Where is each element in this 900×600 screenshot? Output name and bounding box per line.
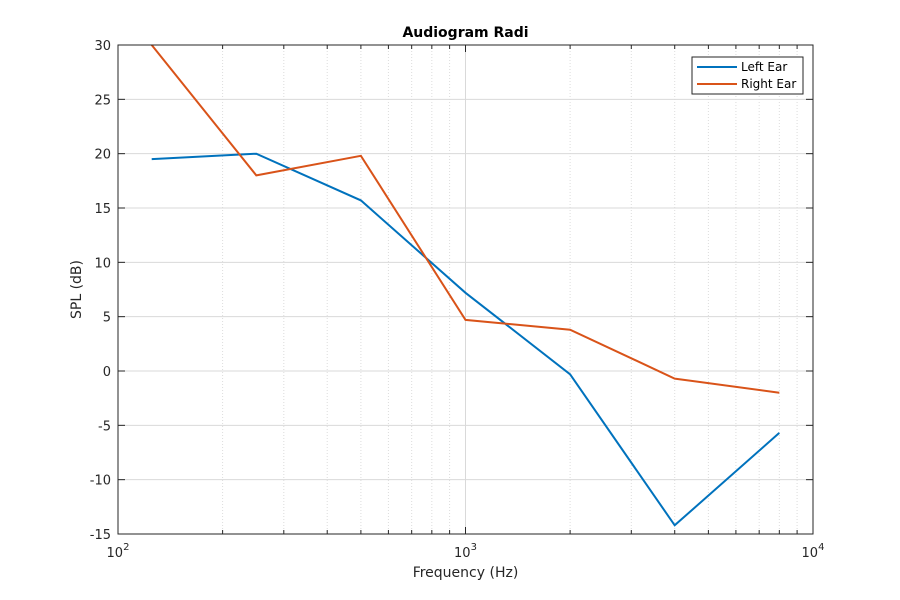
- legend: Left Ear Right Ear: [691, 56, 804, 95]
- minor-grid: [222, 45, 798, 534]
- y-tick-label: 0: [103, 365, 111, 380]
- y-tick-label: 5: [103, 311, 111, 326]
- legend-entry-label: Left Ear: [741, 60, 787, 74]
- y-tick-label: 10: [94, 256, 111, 271]
- x-tick-label: 103: [454, 542, 477, 561]
- y-tick-label: 15: [94, 202, 111, 217]
- series-line-left-ear: [151, 152, 780, 527]
- y-tick-label: -5: [98, 419, 111, 434]
- legend-box: [691, 56, 804, 95]
- y-axis-label: SPL (dB): [69, 260, 85, 319]
- axis-ticks: [117, 44, 814, 535]
- y-tick-label: 30: [94, 39, 111, 54]
- y-tick-label: 25: [94, 93, 111, 108]
- x-tick-label: 102: [107, 542, 130, 561]
- x-tick-label: 104: [802, 542, 825, 561]
- chart-title: Audiogram Radi: [402, 25, 528, 41]
- series-line-right-ear: [150, 44, 780, 394]
- y-tick-label: -15: [90, 528, 111, 543]
- y-tick-label: 20: [94, 148, 111, 163]
- x-axis-label: Frequency (Hz): [413, 565, 519, 581]
- legend-entry-label: Right Ear: [741, 77, 796, 91]
- tick-labels: 102 103 104 30 25 20 15 10 5 0 -5 -10 -15: [90, 39, 825, 561]
- y-tick-label: -10: [90, 474, 111, 489]
- series-layer: [150, 44, 780, 527]
